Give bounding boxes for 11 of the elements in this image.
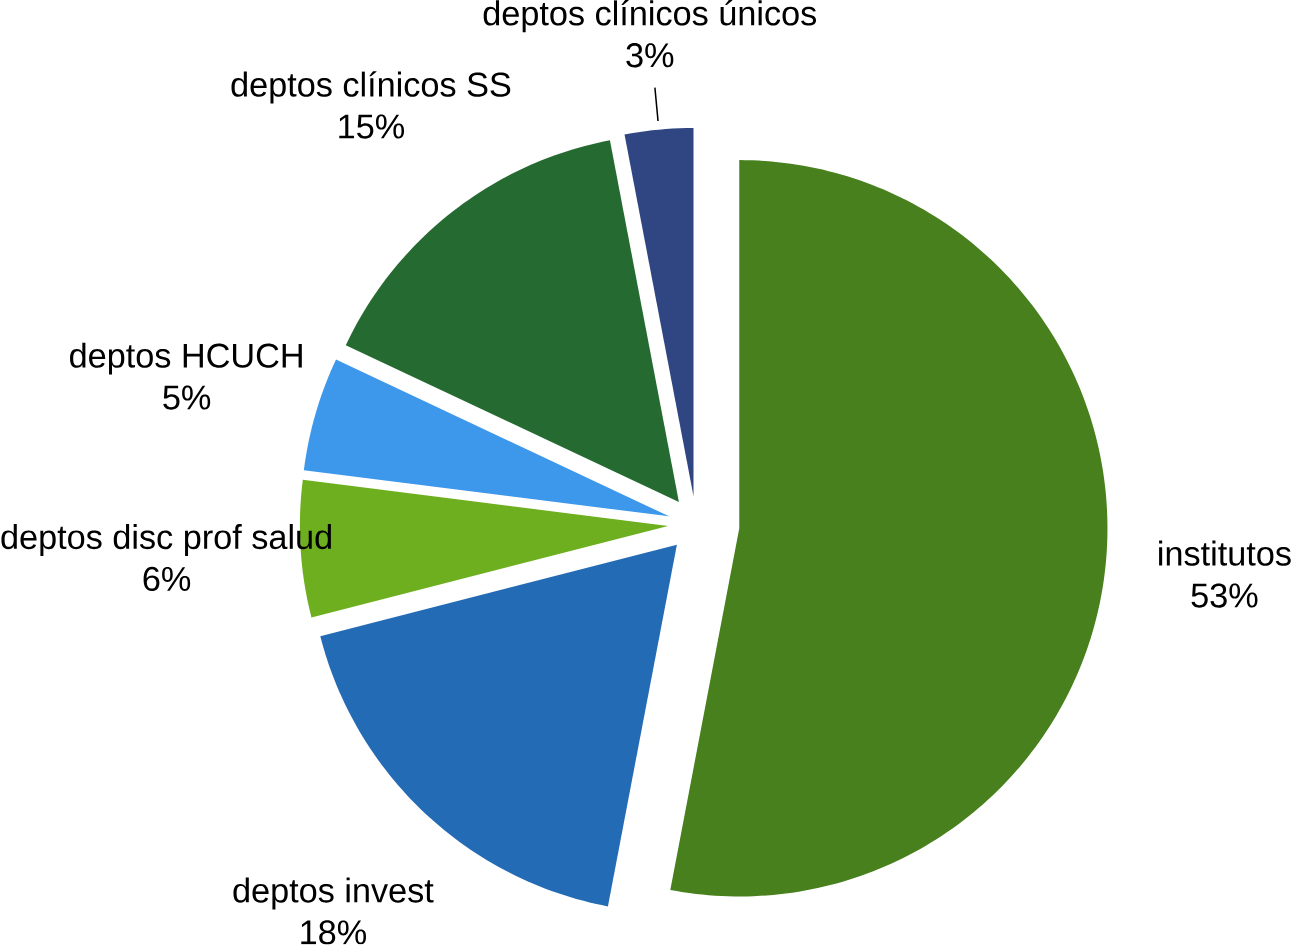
slice-label: deptos invest	[233, 877, 434, 910]
slice-label: deptos clínicos SS	[231, 71, 511, 104]
data-label: 6%	[143, 567, 191, 592]
data-label: 18%	[301, 920, 366, 945]
data-label: 5%	[163, 385, 211, 410]
data-label: 53%	[1191, 583, 1258, 608]
data-label: 3%	[626, 43, 674, 68]
slice-label: institutos	[1159, 540, 1291, 567]
slice-label: deptos clínicos únicos	[483, 0, 817, 33]
slice-label: deptos HCUCH	[70, 342, 302, 375]
data-label: 15%	[339, 114, 405, 139]
